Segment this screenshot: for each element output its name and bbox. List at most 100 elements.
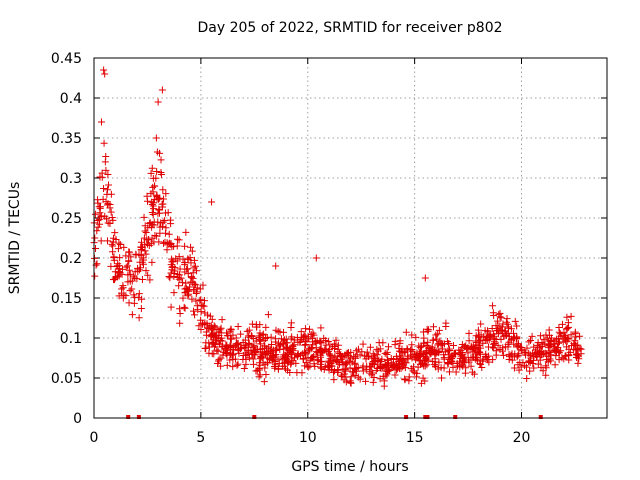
- data-point: [562, 337, 570, 345]
- zero-marker: [538, 415, 543, 419]
- data-point: [144, 271, 152, 279]
- data-point: [108, 240, 116, 248]
- y-tick-label: 0.05: [51, 371, 82, 387]
- data-point: [168, 266, 176, 274]
- data-point: [484, 327, 492, 335]
- data-point: [105, 181, 113, 189]
- data-point: [179, 294, 187, 302]
- data-point: [563, 343, 571, 351]
- data-point: [202, 328, 210, 336]
- data-point: [187, 278, 195, 286]
- data-point: [312, 254, 320, 262]
- data-point: [391, 337, 399, 345]
- data-point: [142, 228, 150, 236]
- data-point: [153, 232, 161, 240]
- data-point: [229, 363, 237, 371]
- data-point: [157, 169, 165, 177]
- data-point: [197, 326, 205, 334]
- data-point: [555, 356, 563, 364]
- data-point: [435, 326, 443, 334]
- data-point: [207, 333, 215, 341]
- data-point: [377, 365, 385, 373]
- data-point: [161, 209, 169, 217]
- data-point: [502, 331, 510, 339]
- data-point: [188, 273, 196, 281]
- data-point: [391, 371, 399, 379]
- data-point: [290, 341, 298, 349]
- data-point: [416, 344, 424, 352]
- data-point: [162, 190, 170, 198]
- data-point: [166, 239, 174, 247]
- data-point: [272, 335, 280, 343]
- data-point: [409, 367, 417, 375]
- data-point: [505, 323, 513, 331]
- data-point: [430, 346, 438, 354]
- data-point: [447, 353, 455, 361]
- data-point: [131, 268, 139, 276]
- data-point: [193, 288, 201, 296]
- data-point: [256, 366, 264, 374]
- data-point: [544, 341, 552, 349]
- data-point: [330, 344, 338, 352]
- data-point: [379, 363, 387, 371]
- data-point: [496, 309, 504, 317]
- data-point: [421, 274, 429, 282]
- data-point: [107, 190, 115, 198]
- data-point: [300, 348, 308, 356]
- data-point: [159, 200, 167, 208]
- x-axis-label: GPS time / hours: [291, 459, 408, 475]
- data-point: [141, 247, 149, 255]
- data-point: [537, 332, 545, 340]
- data-point: [102, 166, 110, 174]
- data-point: [490, 311, 498, 319]
- x-tick-label: 15: [406, 430, 424, 446]
- data-point: [110, 276, 118, 284]
- data-point: [546, 341, 554, 349]
- data-point: [264, 311, 272, 319]
- data-point: [146, 276, 154, 284]
- data-point: [159, 186, 167, 194]
- data-point: [287, 350, 295, 358]
- data-point: [414, 363, 422, 371]
- data-point: [229, 331, 237, 339]
- data-point: [363, 348, 371, 356]
- data-point: [255, 364, 263, 372]
- data-point: [167, 269, 175, 277]
- data-point: [242, 360, 250, 368]
- data-point: [146, 219, 154, 227]
- data-point: [181, 268, 189, 276]
- x-tick-label: 5: [196, 430, 205, 446]
- data-point: [136, 264, 144, 272]
- data-point: [92, 244, 100, 252]
- data-point: [508, 356, 516, 364]
- data-point: [376, 375, 384, 383]
- data-point: [429, 336, 437, 344]
- data-point: [563, 313, 571, 321]
- data-point: [497, 314, 505, 322]
- data-point: [227, 342, 235, 350]
- data-point: [551, 343, 559, 351]
- data-point: [170, 289, 178, 297]
- data-point: [434, 341, 442, 349]
- data-point: [165, 272, 173, 280]
- data-point: [184, 292, 192, 300]
- y-tick-label: 0.2: [60, 251, 82, 267]
- data-point: [369, 350, 377, 358]
- data-point: [301, 341, 309, 349]
- data-point: [107, 208, 115, 216]
- data-point: [346, 364, 354, 372]
- data-point: [128, 285, 136, 293]
- data-point: [185, 287, 193, 295]
- data-point: [398, 345, 406, 353]
- data-point: [499, 344, 507, 352]
- data-point: [143, 240, 151, 248]
- data-point: [574, 359, 582, 367]
- data-point: [467, 362, 475, 370]
- data-point: [199, 281, 207, 289]
- data-point: [259, 351, 267, 359]
- data-point: [122, 292, 130, 300]
- data-point: [223, 361, 231, 369]
- data-point: [139, 260, 147, 268]
- data-point: [494, 317, 502, 325]
- plot-frame: [93, 57, 608, 419]
